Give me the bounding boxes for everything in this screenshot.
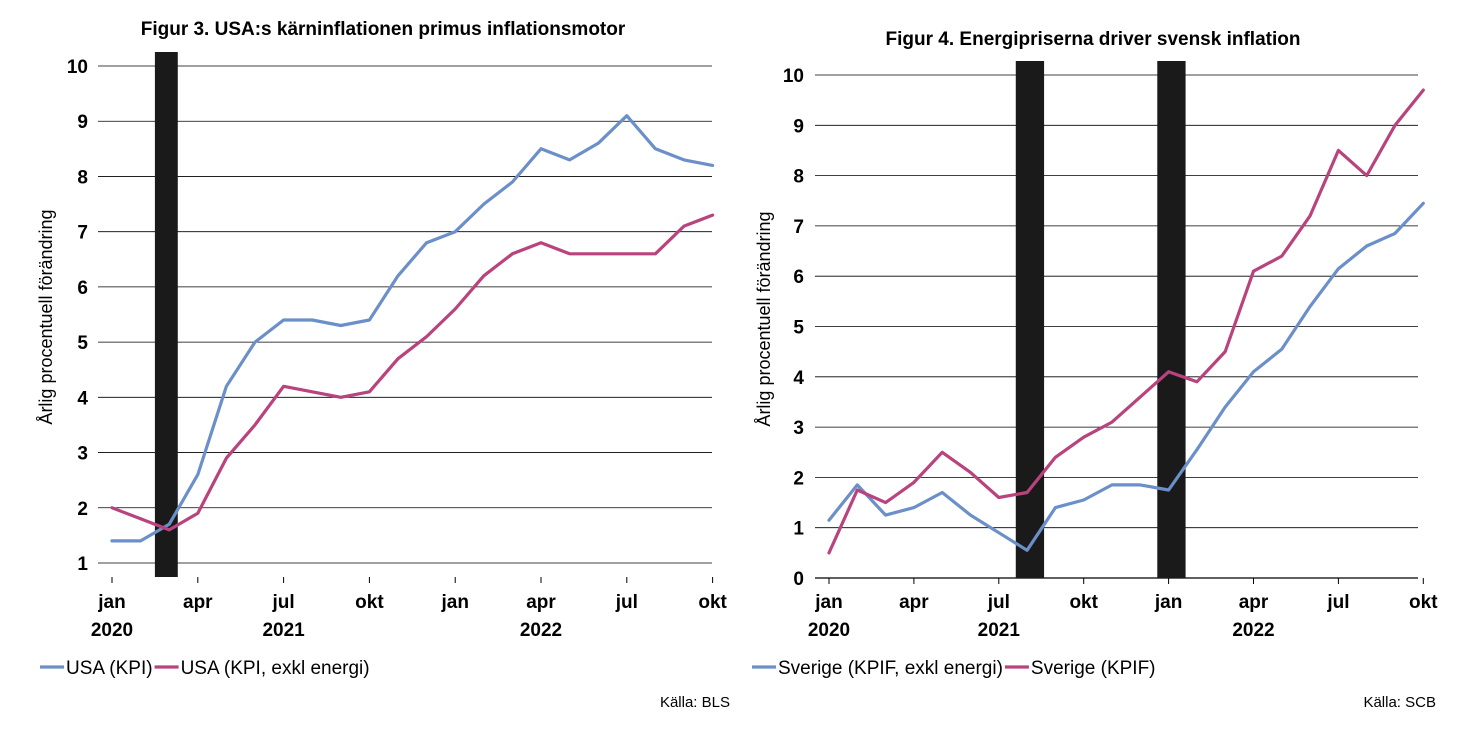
y-tick-label: 7 xyxy=(77,223,88,244)
y-tick-label: 2 xyxy=(793,468,804,489)
x-tick-label: okt xyxy=(698,592,727,613)
y-tick-label: 8 xyxy=(77,167,88,188)
x-tick-label: okt xyxy=(355,592,384,613)
legend-entry: USA (KPI, exkl energi) xyxy=(181,658,370,679)
y-tick-label: 6 xyxy=(77,278,88,299)
y-tick-label: 9 xyxy=(793,116,804,137)
series-line xyxy=(827,88,1425,555)
x-year-label: 2020 xyxy=(91,620,133,641)
x-tick-label: jan xyxy=(814,592,842,613)
y-axis-label: Årlig procentuell förändring xyxy=(754,211,774,426)
y-tick-label: 10 xyxy=(783,66,804,87)
x-tick-label: apr xyxy=(526,592,556,613)
chart-title: Figur 4. Energipriserna driver svensk in… xyxy=(886,29,1301,50)
legend-text: Sverige (KPIF, exkl energi) xyxy=(778,658,1003,679)
x-tick-label: apr xyxy=(183,592,213,613)
x-year-label: 2022 xyxy=(1232,620,1274,641)
x-year-label: 2020 xyxy=(808,620,850,641)
y-tick-label: 5 xyxy=(793,318,804,339)
y-tick-label: 4 xyxy=(77,388,88,409)
y-tick-label: 7 xyxy=(793,217,804,238)
shaded-period xyxy=(154,52,178,577)
x-year-label: 2021 xyxy=(262,620,305,641)
y-tick-labels: 0 1 2 3 4 5 6 7 8 9 10 xyxy=(783,66,805,590)
x-tick-label: jul xyxy=(615,592,638,613)
series-line xyxy=(110,213,715,532)
y-tick-label: 3 xyxy=(793,418,804,439)
shaded-period xyxy=(1157,61,1186,578)
gridlines xyxy=(815,74,1418,579)
shaded-periods xyxy=(1015,61,1186,578)
x-tick-label: jul xyxy=(987,592,1010,613)
series-line xyxy=(827,201,1425,552)
x-tick-label: apr xyxy=(899,592,929,613)
chart-title: Figur 3. USA:s kärninflationen primus in… xyxy=(141,19,626,40)
x-tick-label: jul xyxy=(1326,592,1349,613)
y-tick-labels: 1 2 3 4 5 6 7 8 9 10 xyxy=(67,57,89,575)
y-tick-label: 6 xyxy=(793,267,804,288)
legend-entry: USA (KPI) xyxy=(66,658,153,679)
y-tick-label: 8 xyxy=(793,167,804,188)
source-note: Källa: SCB xyxy=(1363,694,1436,711)
x-tick-label: jan xyxy=(1154,592,1182,613)
x-tick-label: jan xyxy=(440,592,468,613)
x-year-label: 2022 xyxy=(520,620,562,641)
series-lines xyxy=(110,114,715,543)
source-note: Källa: BLS xyxy=(660,694,730,711)
y-tick-label: 1 xyxy=(793,519,804,540)
y-tick-label: 5 xyxy=(77,333,88,354)
shaded-period xyxy=(1015,61,1045,578)
y-tick-label: 4 xyxy=(793,368,804,389)
x-year-label: 2021 xyxy=(978,620,1021,641)
legend: Sverige (KPIF, exkl energi) Sverige (KPIF… xyxy=(752,658,1156,679)
y-tick-label: 9 xyxy=(77,112,88,133)
legend: USA (KPI) USA (KPI, exkl energi) xyxy=(40,658,370,679)
x-tick-label: apr xyxy=(1239,592,1269,613)
series-line xyxy=(110,114,715,543)
y-tick-label: 0 xyxy=(793,569,804,590)
series-lines xyxy=(827,88,1425,555)
x-tick-labels: jan 2020 apr jul 2021 okt jan apr 2022 jul okt xyxy=(91,577,728,641)
x-tick-labels: jan 2020 apr jul 2021 okt jan apr 2022 jul okt xyxy=(808,578,1438,641)
y-tick-label: 3 xyxy=(77,444,88,465)
legend-entry: Sverige (KPIF) xyxy=(1031,658,1156,679)
shaded-periods xyxy=(154,52,178,577)
chart-sweden-inflation: Figur 4. Energipriserna driver svensk in… xyxy=(752,29,1438,711)
y-axis-label: Årlig procentuell förändring xyxy=(36,209,56,424)
x-tick-label: jan xyxy=(97,592,125,613)
legend-entry: Sverige (KPIF, exkl energi) xyxy=(778,658,1003,679)
y-tick-label: 2 xyxy=(77,499,88,520)
x-tick-label: okt xyxy=(1409,592,1438,613)
x-tick-label: jul xyxy=(272,592,295,613)
y-tick-label: 10 xyxy=(67,57,88,78)
y-tick-label: 1 xyxy=(77,554,88,575)
chart-usa-inflation: Figur 3. USA:s kärninflationen primus in… xyxy=(36,19,730,711)
x-tick-label: okt xyxy=(1069,592,1098,613)
legend-text: USA (KPI) xyxy=(66,658,153,679)
